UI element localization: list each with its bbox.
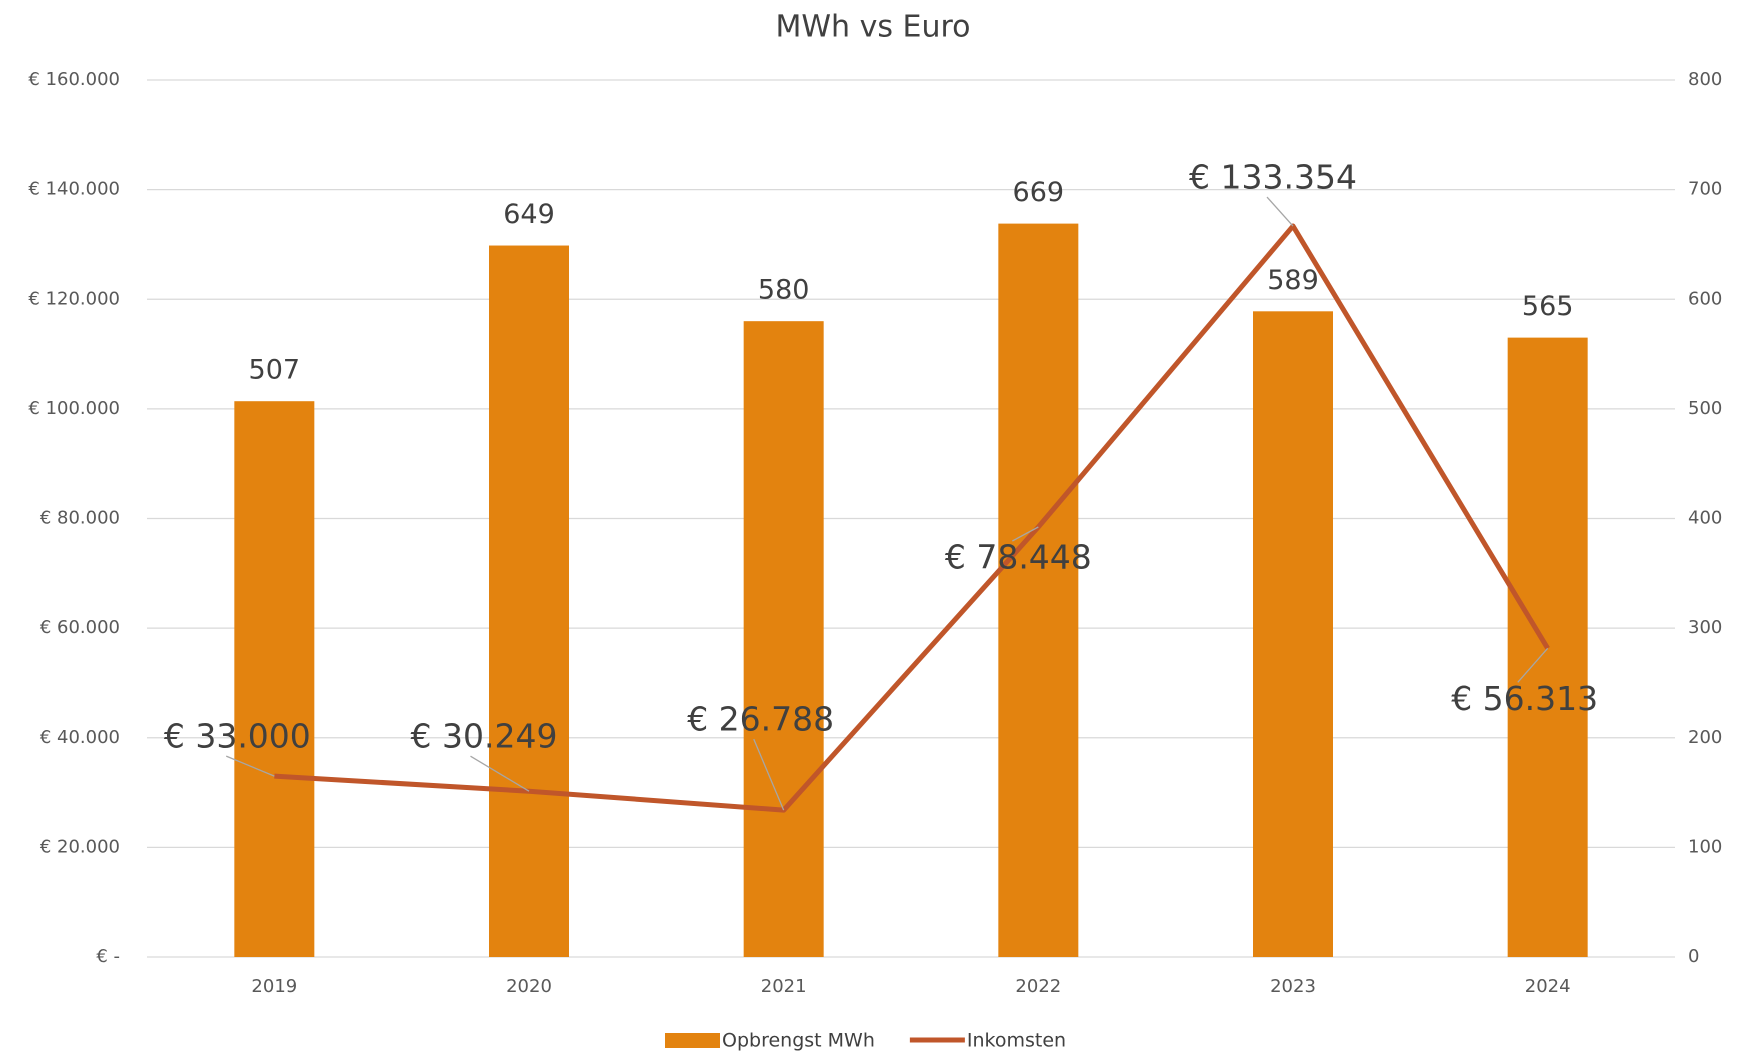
leader-line xyxy=(470,755,530,792)
bar xyxy=(743,321,824,957)
x-tick-label: 2019 xyxy=(251,976,297,997)
y-tick-label: € 20.000 xyxy=(40,836,120,857)
line-value-label: € 30.249 xyxy=(411,717,558,756)
y2-tick-label: 300 xyxy=(1688,617,1722,638)
x-tick-label: 2023 xyxy=(1270,976,1316,997)
y2-tick-label: 700 xyxy=(1688,179,1722,200)
leader-line xyxy=(1266,196,1294,227)
y-tick-label: € - xyxy=(96,946,120,967)
bar-value-label: 580 xyxy=(758,275,810,306)
line-value-label: € 26.788 xyxy=(687,700,834,739)
bar xyxy=(489,245,569,957)
bar-value-label: 507 xyxy=(249,355,301,386)
y-tick-label: € 140.000 xyxy=(28,179,120,200)
y2-tick-label: 200 xyxy=(1688,727,1722,748)
bar xyxy=(1253,311,1333,958)
y2-tick-label: 100 xyxy=(1688,836,1722,857)
leader-line xyxy=(753,738,785,811)
bar xyxy=(234,401,315,957)
line-value-label: € 133.354 xyxy=(1189,158,1357,197)
bar xyxy=(998,223,1079,957)
x-tick-label: 2022 xyxy=(1015,976,1061,997)
x-tick-label: 2021 xyxy=(761,976,807,997)
legend-label: Inkomsten xyxy=(967,1030,1066,1052)
leader-line xyxy=(225,755,275,777)
y-tick-label: € 120.000 xyxy=(28,288,120,309)
y-tick-label: € 40.000 xyxy=(40,727,120,748)
leader-line xyxy=(1012,526,1039,542)
bar-value-label: 649 xyxy=(503,199,555,230)
y-tick-label: € 160.000 xyxy=(28,69,120,90)
legend-swatch xyxy=(665,1033,720,1048)
line-value-label: € 56.313 xyxy=(1451,679,1598,718)
y2-tick-label: 800 xyxy=(1688,69,1722,90)
bar-value-label: 565 xyxy=(1522,291,1574,322)
line-value-label: € 33.000 xyxy=(164,717,311,756)
line xyxy=(274,223,1550,813)
y-tick-label: € 100.000 xyxy=(28,398,120,419)
y2-tick-label: 500 xyxy=(1688,398,1722,419)
legend-label: Opbrengst MWh xyxy=(722,1030,875,1052)
x-tick-label: 2024 xyxy=(1525,976,1571,997)
y-tick-label: € 80.000 xyxy=(40,508,120,529)
y2-tick-label: 400 xyxy=(1688,508,1722,529)
bar-value-label: 589 xyxy=(1267,265,1319,296)
y2-tick-label: 600 xyxy=(1688,288,1722,309)
y-tick-label: € 60.000 xyxy=(40,617,120,638)
leader-line xyxy=(1517,647,1549,683)
x-tick-label: 2020 xyxy=(506,976,552,997)
line-value-label: € 78.448 xyxy=(945,538,1092,577)
bar-value-label: 669 xyxy=(1013,177,1065,208)
y2-tick-label: 0 xyxy=(1688,946,1699,967)
chart-title: MWh vs Euro xyxy=(775,10,970,45)
